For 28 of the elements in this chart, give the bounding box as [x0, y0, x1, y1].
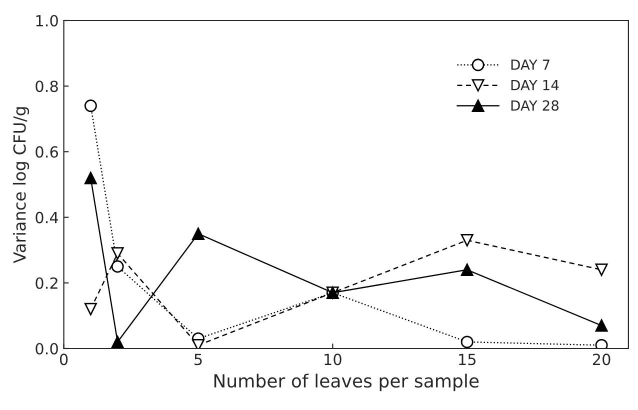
point [111, 247, 124, 260]
y-tick-label: 0.2 [36, 277, 58, 289]
y-axis-title: Variance log CFU/g [12, 107, 30, 264]
point [84, 172, 97, 184]
x-tick-label: 20 [592, 354, 610, 366]
y-tick-label: 0.6 [36, 146, 58, 158]
x-tick-label: 0 [60, 354, 68, 366]
point [111, 260, 124, 273]
legend-label: DAY 14 [511, 80, 559, 90]
legend-label: DAY 28 [511, 100, 559, 111]
y-tick-label: 0.8 [36, 80, 58, 92]
point [460, 336, 474, 348]
point [595, 264, 608, 276]
y-tick-label: 0.0 [36, 342, 58, 355]
x-tick-label: 5 [194, 354, 202, 366]
x-axis-title: Number of leaves per sample [214, 374, 479, 392]
point [84, 100, 97, 112]
x-tick-label: 15 [459, 354, 476, 366]
y-tick-label: 1.0 [36, 14, 58, 27]
x-tick-label: 10 [324, 354, 342, 366]
y-tick-label: 0.4 [36, 212, 58, 224]
point [192, 227, 204, 240]
point [460, 264, 474, 276]
point [84, 302, 97, 316]
point [595, 319, 608, 332]
point [111, 336, 124, 348]
point [460, 234, 474, 247]
legend-label: DAY 7 [511, 60, 550, 70]
